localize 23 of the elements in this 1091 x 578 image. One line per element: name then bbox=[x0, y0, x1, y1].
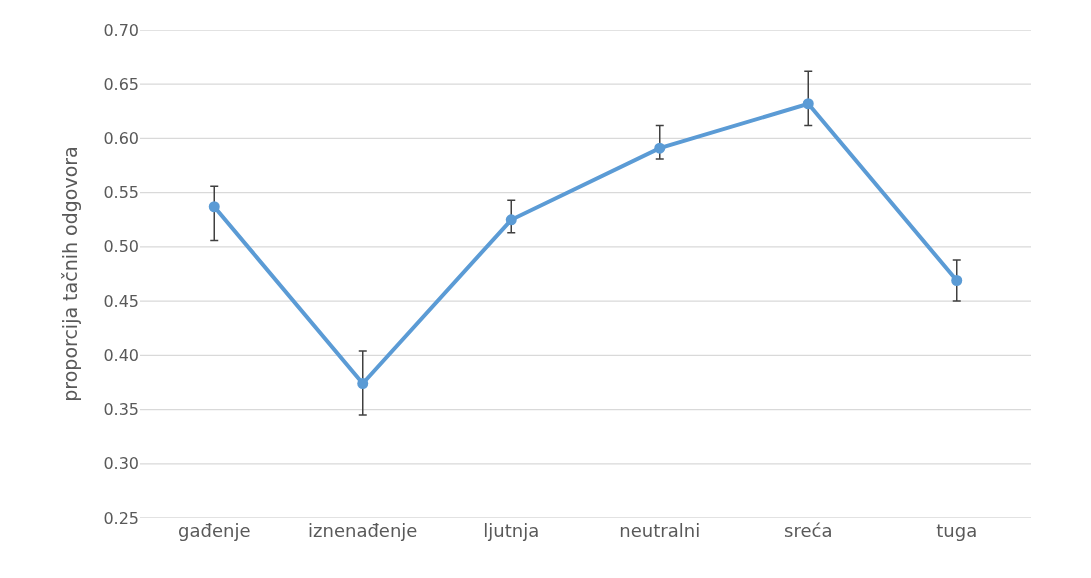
point bbox=[505, 214, 517, 226]
point bbox=[951, 275, 963, 287]
y-tick-label: 0.50 bbox=[103, 237, 139, 257]
point bbox=[208, 201, 220, 213]
y-tick-label: 0.25 bbox=[103, 508, 139, 528]
x-tick-label: tuga bbox=[936, 520, 978, 541]
point bbox=[357, 378, 369, 390]
x-tick-label: gađenje bbox=[178, 520, 251, 541]
y-tick-label: 0.35 bbox=[103, 400, 139, 420]
y-tick-label: 0.55 bbox=[103, 183, 139, 203]
y-tick-label: 0.45 bbox=[103, 291, 139, 311]
y-tick-label: 0.60 bbox=[103, 129, 139, 149]
y-tick-label: 0.30 bbox=[103, 454, 139, 474]
y-tick-label: 0.40 bbox=[103, 345, 139, 365]
y-axis-title: proporcija tačnih odgovora bbox=[59, 146, 82, 402]
x-tick-label: neutralni bbox=[619, 520, 701, 541]
point bbox=[654, 142, 666, 154]
x-tick-label: sreća bbox=[784, 520, 833, 541]
y-tick-label: 0.65 bbox=[103, 74, 139, 94]
x-tick-label: ljutnja bbox=[483, 520, 540, 541]
y-tick-label: 0.70 bbox=[103, 20, 139, 40]
x-tick-label: iznenađenje bbox=[308, 520, 418, 541]
point bbox=[802, 98, 814, 110]
